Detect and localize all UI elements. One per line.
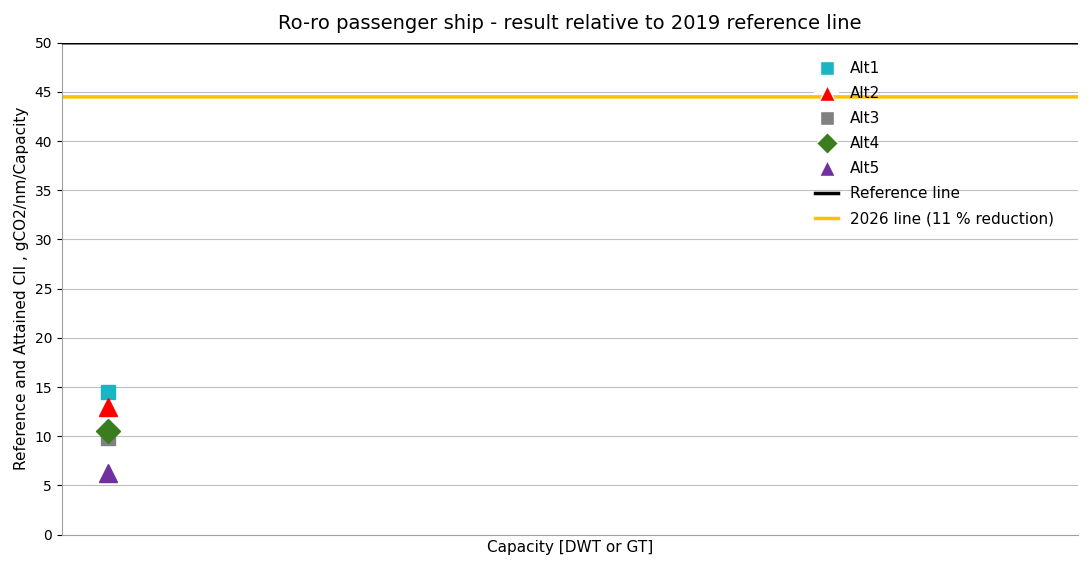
Reference line <box>855 39 868 46</box>
2026 line (11 % reduction) <box>1042 93 1055 100</box>
2026 line (11 % reduction) <box>107 93 120 100</box>
Title: Ro-ro passenger ship - result relative to 2019 reference line: Ro-ro passenger ship - result relative t… <box>278 14 862 33</box>
2026 line (11 % reduction) <box>1071 93 1084 100</box>
2026 line (11 % reduction) <box>549 93 562 100</box>
2026 line (11 % reduction) <box>522 93 535 100</box>
2026 line (11 % reduction) <box>56 93 69 100</box>
Reference line <box>1042 39 1055 46</box>
Reference line <box>549 39 562 46</box>
Legend: Alt1, Alt2, Alt3, Alt4, Alt5, Reference line, 2026 line (11 % reduction): Alt1, Alt2, Alt3, Alt4, Alt5, Reference … <box>809 55 1060 232</box>
Reference line <box>1071 39 1084 46</box>
Reference line <box>107 39 120 46</box>
2026 line (11 % reduction) <box>1042 93 1055 100</box>
Reference line <box>522 39 535 46</box>
Reference line <box>56 39 69 46</box>
2026 line (11 % reduction) <box>855 93 868 100</box>
X-axis label: Capacity [DWT or GT]: Capacity [DWT or GT] <box>487 540 653 555</box>
Reference line <box>1042 39 1055 46</box>
Y-axis label: Reference and Attained CII , gCO2/nm/Capacity: Reference and Attained CII , gCO2/nm/Cap… <box>14 107 28 471</box>
